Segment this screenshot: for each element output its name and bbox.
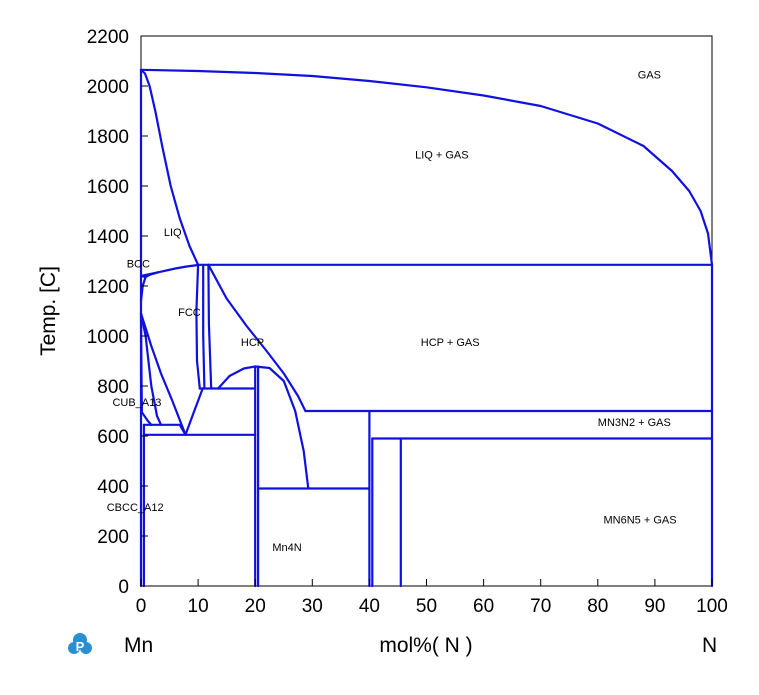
- y-tick-label: 1400: [87, 227, 129, 248]
- x-tick-label: 50: [416, 596, 437, 617]
- region-label: HCP + GAS: [421, 337, 480, 349]
- region-label: LIQ + GAS: [415, 150, 469, 162]
- y-tick-label: 1600: [87, 177, 129, 198]
- x-tick-label: 0: [136, 596, 147, 617]
- y-tick-label: 1200: [87, 277, 129, 298]
- phase-boundary-line: [139, 312, 163, 426]
- x-tick-label: 20: [245, 596, 266, 617]
- y-tick-label: 800: [97, 377, 129, 398]
- phase-boundary-line: [195, 263, 201, 390]
- y-tick-label: 200: [97, 527, 129, 548]
- region-label: HCP: [241, 337, 264, 349]
- logo-icon: P: [68, 633, 92, 654]
- y-tick-label: 2200: [87, 27, 129, 48]
- region-labels: GAS LIQ + GAS LIQ BCC FCC HCP HCP + GAS CUB_A13…: [107, 70, 677, 555]
- region-label: GAS: [638, 70, 661, 82]
- phase-boundary-line: [139, 68, 200, 266]
- phase-boundaries: [139, 68, 714, 588]
- svg-text:P: P: [76, 639, 85, 654]
- x-axis-left-element-label: Mn: [124, 634, 153, 657]
- x-axis-right-element-label: N: [702, 634, 717, 657]
- x-axis-label: mol%( N ): [379, 634, 472, 657]
- phase-boundary-line: [217, 365, 310, 490]
- phase-boundary-line: [207, 263, 307, 413]
- y-axis-ticks: 0 200 400 600 800 1000 1200 1400 1600 1800 2000 220…: [87, 27, 148, 598]
- region-label: LIQ: [164, 227, 182, 239]
- plot-frame: [140, 35, 713, 587]
- region-label: FCC: [178, 307, 201, 319]
- region-label: MN6N5 + GAS: [604, 515, 677, 527]
- phase-boundary-line: [139, 409, 153, 426]
- y-tick-label: 2000: [87, 77, 129, 98]
- phase-boundary-line: [139, 68, 714, 266]
- x-tick-label: 60: [473, 596, 494, 617]
- region-label: CUB_A13: [112, 397, 161, 409]
- x-tick-label: 40: [359, 596, 380, 617]
- region-label: MN3N2 + GAS: [598, 417, 671, 429]
- phase-boundary-line: [139, 312, 187, 436]
- y-tick-label: 600: [97, 427, 129, 448]
- x-tick-label: 100: [696, 596, 728, 617]
- x-tick-label: 90: [644, 596, 665, 617]
- region-label: Mn4N: [272, 542, 301, 554]
- phase-boundary-line: [184, 387, 204, 436]
- phase-boundary-line: [139, 271, 160, 279]
- y-tick-label: 1000: [87, 327, 129, 348]
- x-tick-label: 30: [302, 596, 323, 617]
- x-axis-ticks: 0 10 20 30 40 50 60 70 80 90 100: [136, 579, 728, 617]
- phase-boundary-line: [142, 423, 187, 436]
- y-tick-label: 1800: [87, 127, 129, 148]
- x-tick-label: 10: [188, 596, 209, 617]
- y-tick-label: 0: [118, 577, 129, 598]
- phase-boundary-line: [202, 263, 206, 390]
- x-tick-label: 70: [530, 596, 551, 617]
- y-tick-label: 400: [97, 477, 129, 498]
- phase-boundary-line: [207, 263, 213, 390]
- x-tick-label: 80: [587, 596, 608, 617]
- region-label: CBCC_A12: [107, 502, 164, 514]
- region-label: BCC: [127, 258, 150, 270]
- y-axis-label: Temp. [C]: [37, 266, 60, 356]
